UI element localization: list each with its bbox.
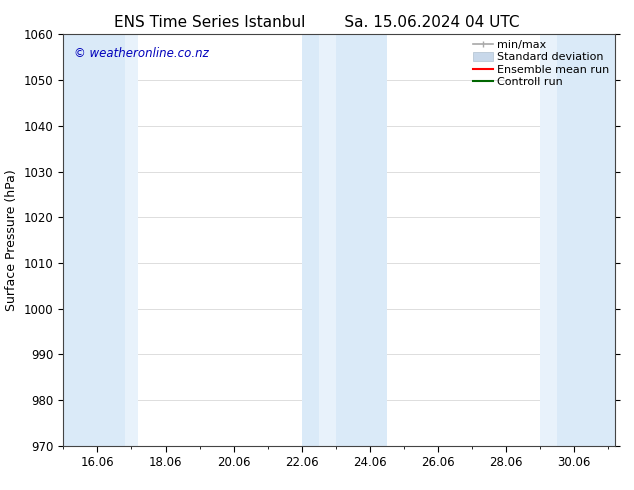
Text: ENS Time Series Istanbul        Sa. 15.06.2024 04 UTC: ENS Time Series Istanbul Sa. 15.06.2024 …: [114, 15, 520, 30]
Bar: [336, 34, 387, 446]
Bar: [125, 34, 138, 446]
Bar: [540, 34, 557, 446]
Bar: [319, 34, 336, 446]
Bar: [557, 34, 615, 446]
Bar: [63, 34, 125, 446]
Bar: [302, 34, 319, 446]
Y-axis label: Surface Pressure (hPa): Surface Pressure (hPa): [5, 169, 18, 311]
Text: © weatheronline.co.nz: © weatheronline.co.nz: [74, 47, 209, 60]
Legend: min/max, Standard deviation, Ensemble mean run, Controll run: min/max, Standard deviation, Ensemble me…: [469, 37, 612, 90]
